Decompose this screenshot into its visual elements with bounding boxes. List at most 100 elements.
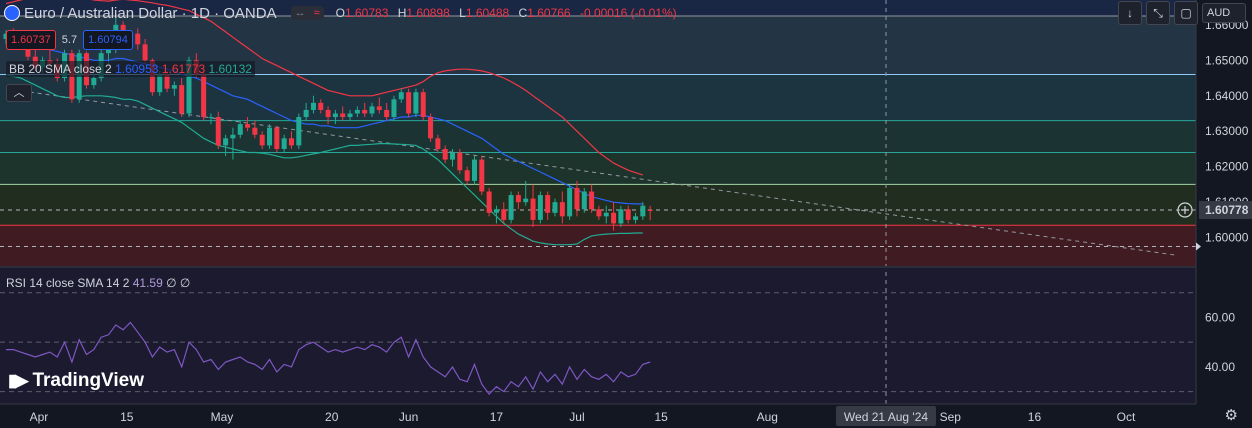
candle-body-43 bbox=[318, 102, 324, 110]
candle-33 bbox=[245, 117, 251, 132]
candle-86 bbox=[633, 212, 639, 224]
candle-body-40 bbox=[296, 117, 302, 146]
trendline-dashed bbox=[5, 88, 1178, 256]
candle-body-70 bbox=[515, 195, 521, 203]
bb-upper-line bbox=[5, 0, 643, 176]
zone-band-3 bbox=[0, 120, 1196, 153]
symbol-title[interactable]: Euro / Australian Dollar · 1D · OANDA bbox=[24, 4, 277, 22]
time-tick-1: 15 bbox=[120, 410, 134, 424]
candle-69 bbox=[508, 191, 514, 224]
current-price-label: 1.60778 bbox=[1205, 203, 1249, 217]
bb-legend-label: BB 20 SMA close 2 bbox=[9, 62, 112, 76]
ohlc-open-value: 1.60783 bbox=[344, 6, 389, 20]
candle-51 bbox=[376, 97, 382, 114]
candle-body-60 bbox=[442, 148, 448, 160]
candle-45 bbox=[332, 109, 338, 125]
candle-body-34 bbox=[252, 127, 258, 135]
time-axis[interactable]: Apr 15 May 20 Jun 17 Jul 15 Aug Sep 16 Oct Wed 21 Au… bbox=[0, 403, 1196, 428]
candle-body-21 bbox=[157, 74, 163, 93]
candle-53 bbox=[391, 95, 397, 121]
candle-body-55 bbox=[406, 92, 412, 114]
candle-88 bbox=[647, 205, 653, 221]
candle-84 bbox=[618, 205, 624, 227]
price-tick-1: 1.65000 bbox=[1205, 53, 1249, 67]
bollinger-bands bbox=[5, 0, 643, 246]
candle-62 bbox=[457, 148, 463, 174]
bid-button[interactable]: 1.60737 bbox=[6, 30, 56, 50]
rsi-value: 41.59 bbox=[132, 276, 163, 290]
arrow-down-icon[interactable]: ↓ bbox=[1118, 1, 1142, 25]
current-price-box bbox=[1199, 201, 1252, 220]
candle-47 bbox=[347, 109, 353, 121]
candle-64 bbox=[471, 156, 477, 185]
price-tick-4: 1.62000 bbox=[1205, 160, 1249, 174]
rsi-legend-label: RSI 14 close SMA 14 2 bbox=[6, 276, 130, 290]
candle-body-42 bbox=[310, 102, 316, 110]
candle-body-54 bbox=[398, 92, 404, 100]
candle-body-45 bbox=[332, 113, 338, 118]
candle-body-47 bbox=[347, 113, 353, 118]
candle-body-65 bbox=[479, 159, 485, 192]
rsi-legend[interactable]: RSI 14 close SMA 14 2 41.59 ∅ ∅ bbox=[6, 276, 190, 290]
time-tick-5: 17 bbox=[490, 410, 504, 424]
time-tick-7: 15 bbox=[654, 410, 668, 424]
candle-24 bbox=[179, 78, 185, 118]
quote-panel: 1.60737 5.7 1.60794 bbox=[6, 30, 133, 50]
candle-body-33 bbox=[245, 124, 251, 128]
zone-band-6 bbox=[0, 225, 1196, 266]
candle-body-61 bbox=[450, 152, 456, 160]
header-buttons: ↔ ≈ bbox=[290, 6, 324, 20]
candle-83 bbox=[611, 202, 617, 231]
candle-body-48 bbox=[354, 109, 360, 114]
spread-value: 5.7 bbox=[61, 34, 78, 46]
candle-28 bbox=[208, 113, 214, 125]
candle-body-77 bbox=[567, 187, 573, 217]
rsi-pane bbox=[0, 268, 1196, 404]
candle-18 bbox=[135, 28, 141, 50]
candle-body-24 bbox=[179, 85, 185, 114]
candle-58 bbox=[428, 113, 434, 142]
candle-61 bbox=[450, 148, 456, 167]
candle-body-86 bbox=[633, 216, 639, 220]
candle-body-85 bbox=[625, 209, 631, 220]
candle-31 bbox=[230, 127, 236, 160]
collapse-icon[interactable]: ⤡ bbox=[1146, 1, 1170, 25]
rsi-background bbox=[0, 268, 1196, 404]
chevron-up-icon[interactable]: ︿ bbox=[6, 84, 32, 102]
bb-legend[interactable]: BB 20 SMA close 2 1.60953 1.61773 1.6013… bbox=[6, 61, 255, 77]
candle-body-32 bbox=[237, 124, 243, 135]
candle-81 bbox=[596, 205, 602, 220]
candle-body-58 bbox=[428, 117, 434, 139]
gear-icon[interactable]: ⚙ bbox=[1224, 407, 1238, 424]
candle-80 bbox=[589, 184, 595, 213]
candle-body-59 bbox=[435, 138, 441, 149]
currency-select[interactable]: AUD bbox=[1202, 3, 1246, 23]
candle-42 bbox=[310, 95, 316, 114]
fullscreen-icon[interactable]: ▢ bbox=[1174, 1, 1198, 25]
candle-67 bbox=[493, 205, 499, 224]
candle-body-82 bbox=[603, 212, 609, 217]
candle-76 bbox=[559, 191, 565, 224]
bb-lower-line bbox=[5, 73, 643, 246]
time-tick-2: May bbox=[211, 410, 234, 424]
indicator-button[interactable]: ≈ bbox=[313, 7, 320, 19]
tradingview-logo-icon: ▮▶ bbox=[8, 371, 28, 390]
candle-body-79 bbox=[581, 191, 587, 210]
ohlc-high-label: H bbox=[397, 6, 407, 20]
candle-body-27 bbox=[201, 74, 207, 118]
candle-body-23 bbox=[171, 85, 177, 89]
candle-87 bbox=[640, 202, 646, 220]
candle-41 bbox=[303, 102, 309, 121]
candle-50 bbox=[369, 102, 375, 118]
compare-button[interactable]: ↔ bbox=[294, 7, 306, 19]
candle-body-68 bbox=[501, 209, 507, 220]
candle-body-57 bbox=[420, 92, 426, 118]
candle-72 bbox=[530, 184, 536, 227]
candle-body-29 bbox=[215, 117, 221, 146]
ohlc-high-value: 1.60898 bbox=[406, 6, 450, 20]
ask-button[interactable]: 1.60794 bbox=[83, 30, 133, 50]
candle-body-73 bbox=[537, 195, 543, 220]
price-tick-2: 1.64000 bbox=[1205, 89, 1249, 103]
